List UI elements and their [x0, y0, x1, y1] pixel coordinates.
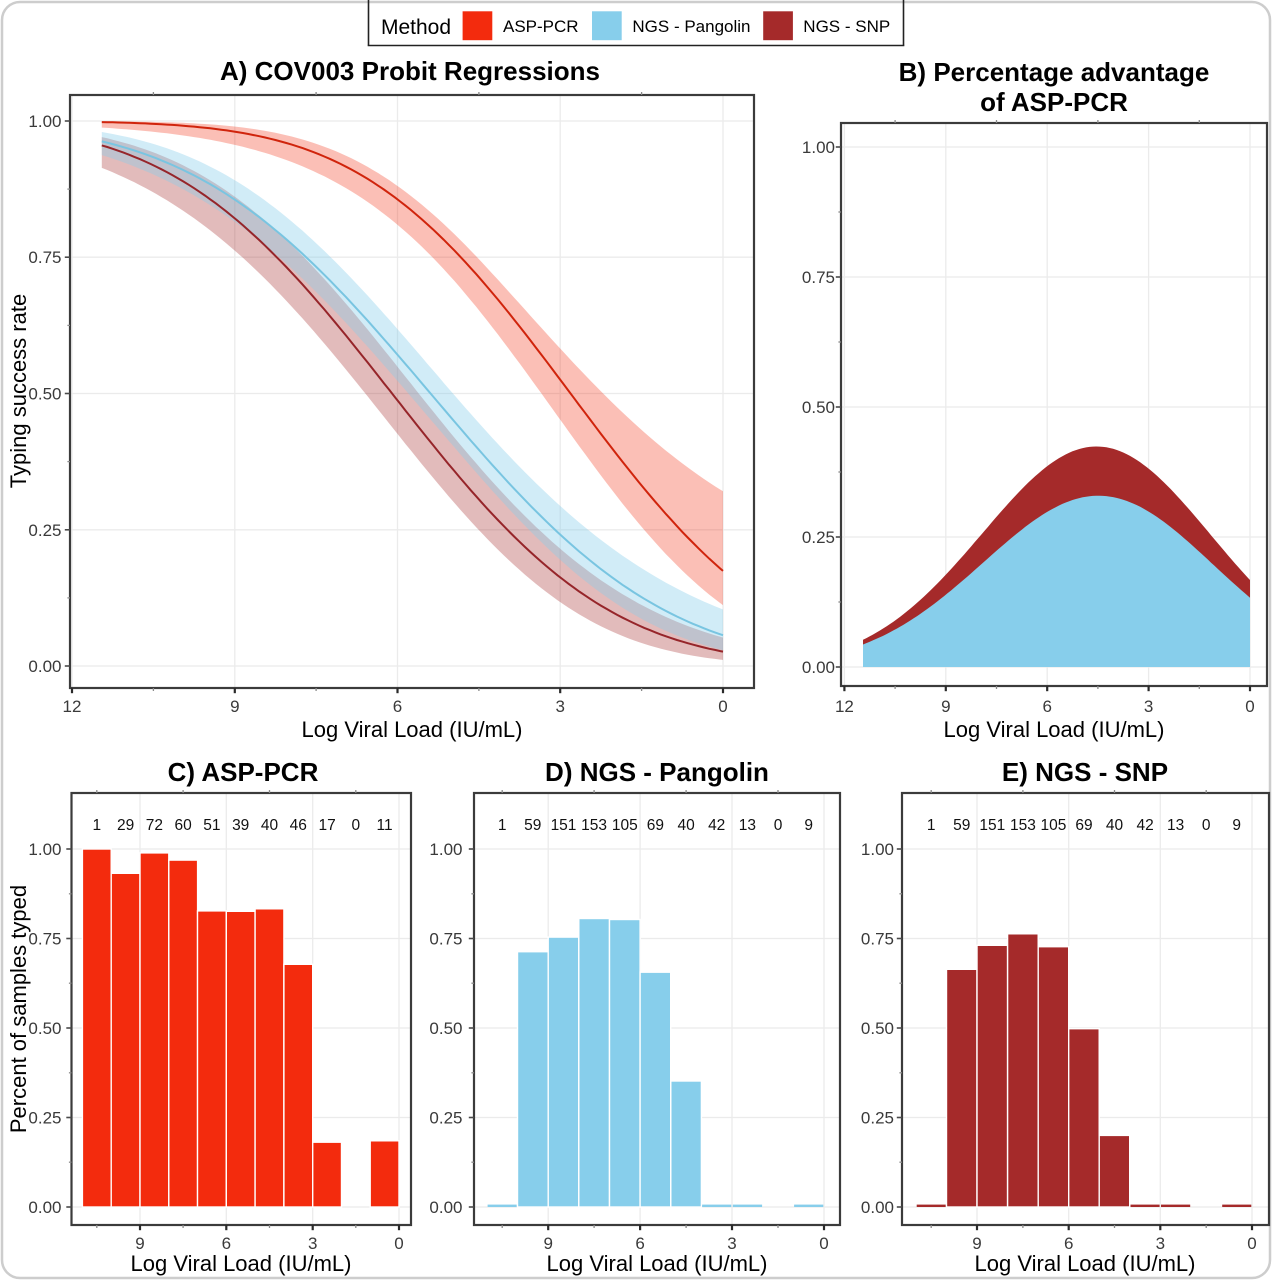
svg-text:0: 0: [819, 1234, 828, 1253]
svg-text:9: 9: [543, 1234, 552, 1253]
svg-text:D) NGS - Pangolin: D) NGS - Pangolin: [545, 757, 769, 787]
svg-text:0: 0: [351, 817, 360, 834]
svg-text:59: 59: [953, 817, 970, 834]
svg-text:9: 9: [135, 1234, 144, 1253]
svg-text:0.50: 0.50: [802, 398, 835, 417]
svg-text:NGS - Pangolin: NGS - Pangolin: [632, 17, 750, 36]
svg-text:3: 3: [308, 1234, 317, 1253]
svg-text:59: 59: [524, 817, 541, 834]
svg-text:3: 3: [1144, 697, 1153, 716]
svg-text:0: 0: [718, 697, 727, 716]
svg-text:12: 12: [63, 697, 82, 716]
svg-text:39: 39: [232, 817, 249, 834]
svg-text:0.50: 0.50: [861, 1019, 894, 1038]
svg-text:1.00: 1.00: [861, 840, 894, 859]
svg-text:42: 42: [1136, 817, 1153, 834]
svg-text:3: 3: [727, 1234, 736, 1253]
svg-text:72: 72: [146, 817, 163, 834]
svg-text:105: 105: [612, 817, 638, 834]
svg-text:0.00: 0.00: [28, 657, 61, 676]
svg-text:153: 153: [581, 817, 607, 834]
svg-text:ASP-PCR: ASP-PCR: [503, 17, 579, 36]
svg-text:6: 6: [1042, 697, 1051, 716]
svg-text:0: 0: [1245, 697, 1254, 716]
svg-text:11: 11: [377, 817, 393, 834]
svg-text:6: 6: [393, 697, 402, 716]
svg-text:153: 153: [1010, 817, 1036, 834]
svg-text:0.75: 0.75: [802, 268, 835, 287]
svg-text:B) Percentage advantage: B) Percentage advantage: [899, 57, 1210, 87]
svg-text:0.75: 0.75: [28, 930, 61, 949]
svg-text:1.00: 1.00: [28, 840, 61, 859]
svg-text:0.25: 0.25: [28, 1109, 61, 1128]
svg-text:Log Viral Load (IU/mL): Log Viral Load (IU/mL): [547, 1251, 768, 1276]
svg-text:0.25: 0.25: [802, 528, 835, 547]
svg-text:40: 40: [1106, 817, 1124, 834]
svg-text:151: 151: [551, 817, 577, 834]
svg-text:0.25: 0.25: [28, 521, 61, 540]
svg-text:0.25: 0.25: [861, 1109, 894, 1128]
svg-text:46: 46: [290, 817, 307, 834]
svg-text:0.00: 0.00: [28, 1198, 61, 1217]
svg-text:69: 69: [1075, 817, 1092, 834]
svg-text:105: 105: [1040, 817, 1066, 834]
svg-text:60: 60: [174, 817, 192, 834]
svg-text:0.00: 0.00: [429, 1198, 462, 1217]
svg-text:1: 1: [927, 817, 936, 834]
svg-text:0.25: 0.25: [429, 1109, 462, 1128]
svg-text:1: 1: [92, 817, 101, 834]
svg-text:1.00: 1.00: [802, 138, 835, 157]
svg-text:51: 51: [203, 817, 220, 834]
svg-text:0.75: 0.75: [28, 248, 61, 267]
svg-text:17: 17: [318, 817, 335, 834]
svg-text:0: 0: [1202, 817, 1211, 834]
svg-text:NGS - SNP: NGS - SNP: [803, 17, 890, 36]
svg-text:3: 3: [1156, 1234, 1165, 1253]
svg-text:of ASP-PCR: of ASP-PCR: [980, 87, 1128, 117]
svg-text:C) ASP-PCR: C) ASP-PCR: [168, 757, 319, 787]
svg-text:6: 6: [222, 1234, 231, 1253]
svg-text:1.00: 1.00: [28, 112, 61, 131]
svg-text:6: 6: [1064, 1234, 1073, 1253]
svg-text:12: 12: [835, 697, 854, 716]
svg-text:0: 0: [394, 1234, 403, 1253]
svg-text:151: 151: [979, 817, 1005, 834]
svg-text:9: 9: [230, 697, 239, 716]
svg-text:0.50: 0.50: [28, 385, 61, 404]
svg-text:0: 0: [774, 817, 783, 834]
svg-text:40: 40: [261, 817, 279, 834]
svg-text:0.50: 0.50: [429, 1019, 462, 1038]
svg-text:40: 40: [677, 817, 695, 834]
svg-text:0: 0: [1247, 1234, 1256, 1253]
svg-text:0.50: 0.50: [28, 1019, 61, 1038]
svg-text:A) COV003 Probit Regressions: A) COV003 Probit Regressions: [220, 56, 600, 86]
svg-text:0.75: 0.75: [429, 930, 462, 949]
svg-text:Log Viral Load (IU/mL): Log Viral Load (IU/mL): [975, 1251, 1196, 1276]
svg-text:1: 1: [498, 817, 507, 834]
svg-text:Log Viral Load (IU/mL): Log Viral Load (IU/mL): [302, 717, 523, 742]
svg-text:9: 9: [941, 697, 950, 716]
svg-text:9: 9: [804, 817, 813, 834]
svg-text:0.00: 0.00: [802, 658, 835, 677]
svg-text:0.00: 0.00: [861, 1198, 894, 1217]
svg-text:Method: Method: [381, 16, 451, 39]
svg-text:42: 42: [708, 817, 725, 834]
svg-text:1.00: 1.00: [429, 840, 462, 859]
svg-text:13: 13: [739, 817, 756, 834]
svg-text:9: 9: [972, 1234, 981, 1253]
svg-text:3: 3: [555, 697, 564, 716]
svg-text:0.75: 0.75: [861, 930, 894, 949]
svg-text:6: 6: [635, 1234, 644, 1253]
svg-text:Typing success rate: Typing success rate: [6, 294, 31, 488]
svg-text:29: 29: [117, 817, 134, 834]
svg-text:E) NGS - SNP: E) NGS - SNP: [1002, 757, 1168, 787]
svg-text:13: 13: [1167, 817, 1184, 834]
svg-text:Percent of samples typed: Percent of samples typed: [6, 885, 31, 1133]
svg-text:69: 69: [647, 817, 664, 834]
svg-text:Log Viral Load (IU/mL): Log Viral Load (IU/mL): [131, 1251, 352, 1276]
svg-text:Log Viral Load (IU/mL): Log Viral Load (IU/mL): [944, 717, 1165, 742]
svg-text:9: 9: [1232, 817, 1241, 834]
